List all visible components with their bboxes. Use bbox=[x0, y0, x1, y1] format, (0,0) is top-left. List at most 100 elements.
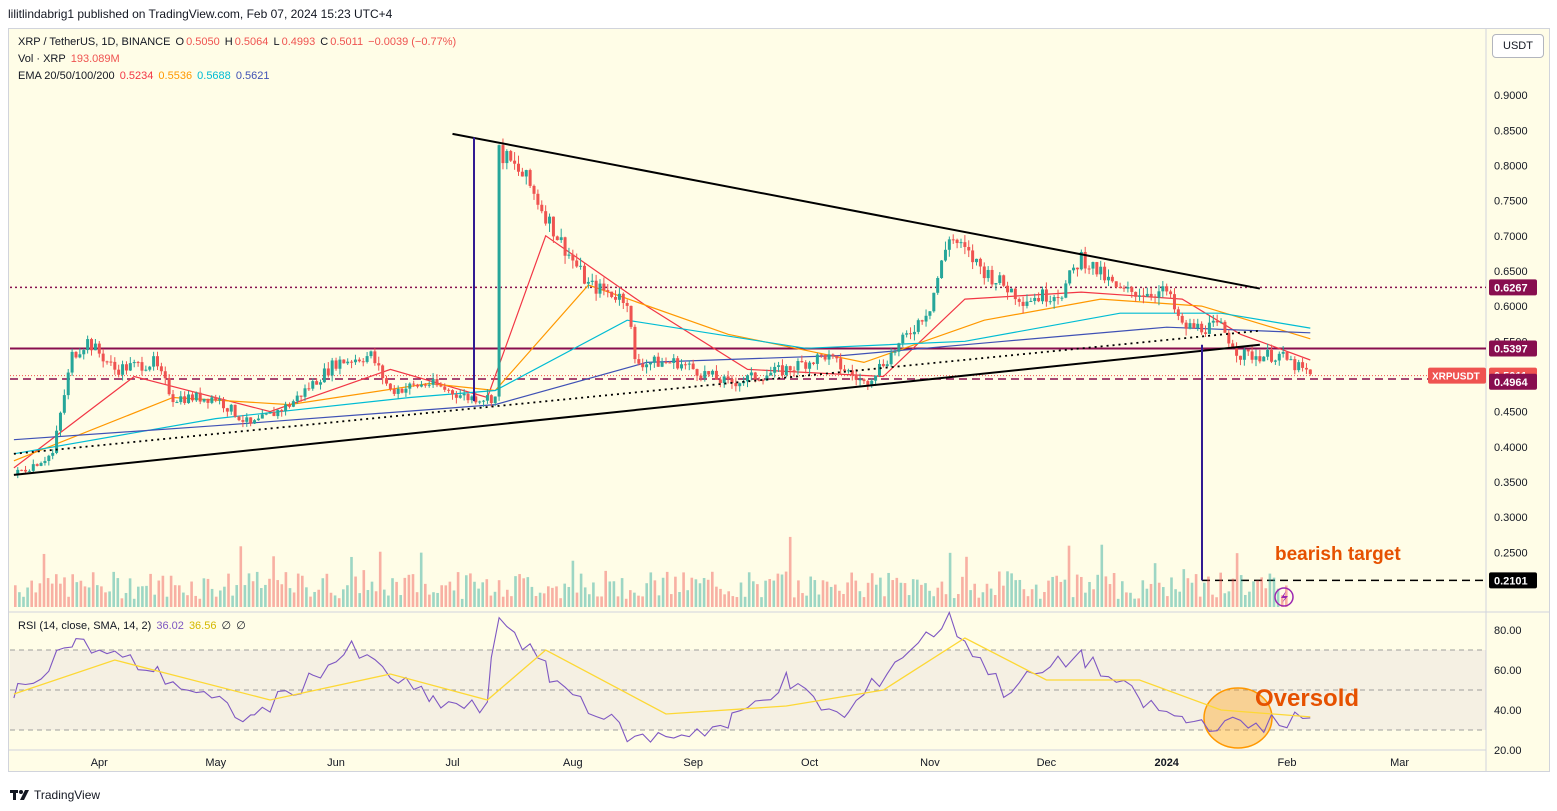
ema-label[interactable]: EMA 20/50/100/200 bbox=[18, 70, 115, 82]
volume-bar bbox=[1059, 581, 1063, 607]
time-tick-label: Dec bbox=[1037, 757, 1057, 769]
candle-body bbox=[680, 364, 684, 369]
volume-bar bbox=[596, 596, 599, 607]
candle-body bbox=[1118, 287, 1122, 289]
chart-frame[interactable] bbox=[8, 28, 1550, 772]
volume-bar bbox=[161, 575, 165, 607]
candle-body bbox=[955, 239, 959, 244]
ema200-line bbox=[13, 326, 1311, 441]
volume-bar bbox=[239, 546, 243, 607]
candle-body bbox=[1025, 301, 1029, 306]
volume-bar bbox=[567, 586, 571, 607]
candle-body bbox=[419, 384, 423, 387]
candle-body bbox=[808, 362, 812, 369]
candle-body bbox=[47, 455, 51, 461]
volume-bar bbox=[424, 583, 427, 607]
candle-body bbox=[1238, 355, 1242, 360]
candle-body bbox=[524, 170, 528, 177]
candle-body bbox=[866, 381, 870, 385]
volume-bar bbox=[481, 582, 484, 607]
candle-body bbox=[730, 379, 734, 384]
symbol-tag: XRPUSDT bbox=[1432, 372, 1480, 383]
candle-body bbox=[334, 360, 338, 369]
volume-bar bbox=[186, 595, 189, 607]
volume-label[interactable]: Vol · XRP bbox=[18, 53, 66, 65]
volume-bar bbox=[501, 596, 505, 607]
candle-body bbox=[190, 394, 194, 401]
time-tick-label: Feb bbox=[1278, 757, 1297, 769]
rsi-legend: RSI (14, close, SMA, 14, 2) 36.02 36.56 … bbox=[18, 619, 248, 632]
candle-body bbox=[1013, 288, 1017, 300]
candle-body bbox=[241, 420, 245, 422]
volume-bar bbox=[682, 572, 685, 607]
volume-bar bbox=[194, 595, 197, 607]
candle-body bbox=[1227, 332, 1231, 344]
candle-body bbox=[287, 404, 291, 407]
volume-bar bbox=[1039, 598, 1042, 607]
volume-bar bbox=[18, 592, 21, 607]
badge-pivot-bg bbox=[1489, 340, 1537, 357]
volume-bar bbox=[91, 572, 95, 607]
candle-body bbox=[532, 185, 536, 194]
volume-bar bbox=[1034, 584, 1038, 607]
candle-body bbox=[645, 364, 649, 368]
candle-body bbox=[423, 384, 427, 386]
ema100-value: 0.5688 bbox=[197, 70, 231, 82]
footer-brand: TradingView bbox=[34, 788, 101, 802]
candle-body bbox=[746, 375, 749, 382]
candle-body bbox=[978, 258, 982, 267]
volume-bar bbox=[711, 571, 714, 607]
candle-body bbox=[850, 370, 854, 376]
currency-button[interactable]: USDT bbox=[1492, 34, 1544, 58]
symbol-title[interactable]: XRP / TetherUS, 1D, BINANCE bbox=[18, 36, 171, 48]
candle-body bbox=[815, 354, 819, 364]
volume-bar bbox=[173, 585, 177, 607]
rsi-tick-label: 80.00 bbox=[1494, 625, 1522, 637]
volume-bar bbox=[1182, 569, 1186, 607]
volume-bar bbox=[985, 583, 989, 607]
volume-bar bbox=[411, 574, 415, 607]
time-tick-label: May bbox=[205, 757, 226, 769]
candle-body bbox=[369, 351, 373, 357]
volume-bar bbox=[1149, 583, 1153, 607]
time-tick-label: Nov bbox=[920, 757, 940, 769]
candle-body bbox=[412, 383, 416, 385]
candle-body bbox=[1180, 315, 1184, 323]
volume-bar bbox=[50, 583, 54, 607]
volume-bar bbox=[1051, 576, 1054, 607]
volume-bar bbox=[132, 598, 136, 607]
rsi-label[interactable]: RSI (14, close, SMA, 14, 2) bbox=[18, 620, 152, 632]
volume-bar bbox=[907, 595, 911, 607]
volume-bar bbox=[624, 598, 628, 607]
volume-bar bbox=[551, 587, 554, 607]
volume-bar bbox=[661, 577, 665, 607]
volume-bar bbox=[1215, 597, 1218, 607]
candle-body bbox=[454, 394, 458, 398]
ema20-value: 0.5234 bbox=[119, 70, 154, 82]
volume-bar bbox=[604, 570, 607, 607]
candle-body bbox=[381, 365, 385, 379]
volume-bar bbox=[374, 591, 378, 607]
open-label: O bbox=[175, 36, 185, 48]
candle-body bbox=[990, 269, 994, 285]
volume-bar bbox=[292, 592, 296, 607]
volume-bar bbox=[128, 578, 132, 607]
candle-body bbox=[474, 396, 478, 403]
candle-body bbox=[862, 379, 866, 382]
tradingview-logo[interactable]: TradingView bbox=[10, 788, 100, 802]
volume-bar bbox=[104, 592, 107, 607]
volume-bar bbox=[1002, 585, 1005, 607]
volume-bar bbox=[944, 594, 948, 607]
ema50-value: 0.5536 bbox=[158, 70, 193, 82]
candle-body bbox=[610, 291, 614, 297]
volume-bar bbox=[842, 593, 845, 607]
volume-bar bbox=[1121, 581, 1124, 607]
volume-bar bbox=[22, 596, 25, 607]
volume-bar bbox=[350, 556, 353, 607]
ema20-line bbox=[13, 234, 1311, 469]
volume-bar bbox=[1256, 580, 1259, 607]
price-tick-label: 0.6500 bbox=[1494, 266, 1528, 278]
volume-bar bbox=[1100, 544, 1104, 607]
volume-bar bbox=[870, 573, 874, 607]
